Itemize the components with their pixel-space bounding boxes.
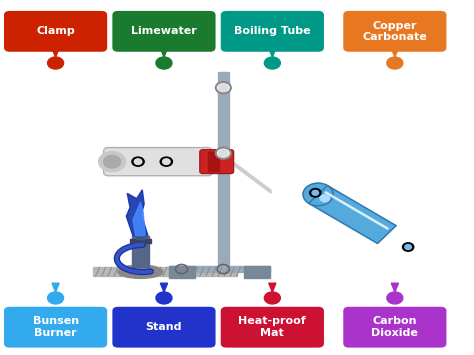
Text: Heat-proof
Mat: Heat-proof Mat (238, 316, 306, 338)
Bar (136, 236, 145, 239)
Polygon shape (52, 283, 59, 292)
Circle shape (303, 183, 333, 206)
FancyBboxPatch shape (221, 11, 324, 52)
Bar (244, 266, 270, 278)
Circle shape (163, 159, 170, 164)
FancyBboxPatch shape (343, 11, 447, 52)
Circle shape (132, 157, 144, 166)
Bar (112, 157, 228, 166)
Polygon shape (133, 202, 145, 236)
Polygon shape (269, 283, 276, 292)
Circle shape (160, 157, 173, 166)
Circle shape (310, 189, 321, 197)
Bar (132, 236, 149, 267)
Circle shape (219, 150, 228, 157)
FancyBboxPatch shape (343, 307, 447, 348)
Polygon shape (126, 190, 148, 236)
Circle shape (264, 292, 280, 304)
Text: Boiling Tube: Boiling Tube (234, 26, 310, 36)
FancyBboxPatch shape (200, 150, 234, 174)
Bar (218, 72, 228, 267)
Text: Limewater: Limewater (131, 26, 197, 36)
Polygon shape (309, 186, 396, 244)
FancyBboxPatch shape (221, 307, 324, 348)
Circle shape (134, 159, 142, 164)
Bar (93, 267, 237, 276)
Circle shape (99, 152, 126, 172)
Circle shape (405, 245, 411, 250)
Circle shape (47, 292, 64, 304)
FancyBboxPatch shape (112, 11, 216, 52)
Circle shape (156, 57, 172, 69)
Polygon shape (52, 48, 59, 57)
FancyBboxPatch shape (4, 307, 107, 348)
Text: Stand: Stand (146, 322, 182, 332)
Polygon shape (160, 283, 168, 292)
Bar (169, 266, 195, 278)
Circle shape (219, 84, 228, 91)
Circle shape (264, 57, 280, 69)
Circle shape (47, 57, 64, 69)
Bar (169, 266, 270, 272)
Circle shape (216, 82, 231, 93)
Circle shape (104, 155, 120, 168)
FancyBboxPatch shape (112, 307, 216, 348)
Bar (208, 153, 213, 171)
Text: Bunsen
Burner: Bunsen Burner (33, 316, 79, 338)
Polygon shape (269, 48, 276, 57)
Circle shape (402, 243, 414, 251)
Ellipse shape (118, 265, 163, 278)
Circle shape (216, 148, 231, 159)
Text: Clamp: Clamp (36, 26, 75, 36)
Polygon shape (391, 283, 399, 292)
Circle shape (156, 292, 172, 304)
Bar (214, 153, 219, 171)
Circle shape (387, 292, 403, 304)
Circle shape (387, 57, 403, 69)
Polygon shape (160, 48, 168, 57)
Text: Carbon
Dioxide: Carbon Dioxide (372, 316, 418, 338)
Text: Copper
Carbonate: Copper Carbonate (363, 21, 427, 42)
Circle shape (312, 190, 319, 195)
Bar (130, 239, 151, 244)
FancyBboxPatch shape (104, 148, 212, 176)
Polygon shape (391, 48, 399, 57)
Circle shape (320, 195, 329, 202)
FancyBboxPatch shape (4, 11, 107, 52)
